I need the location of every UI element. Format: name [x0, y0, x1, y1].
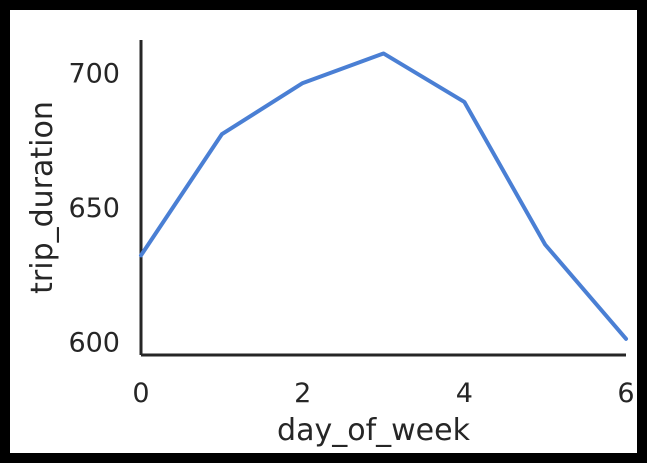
x-tick-labels: 0 2 4 6: [132, 378, 634, 409]
y-tick-label: 600: [68, 328, 120, 359]
x-tick-label: 6: [617, 378, 634, 409]
series-line: [139, 51, 628, 341]
series-group: [139, 51, 628, 341]
x-tick-label: 4: [456, 378, 473, 409]
y-tick-label: 650: [68, 193, 120, 224]
y-axis-label: trip_duration: [25, 101, 60, 294]
x-tick-label: 2: [294, 378, 311, 409]
x-tick-label: 0: [132, 378, 149, 409]
chart-frame: 0 2 4 6 600 650 700 day_of_week trip_duration: [10, 10, 637, 453]
line-chart: 0 2 4 6 600 650 700 day_of_week trip_duration: [25, 40, 635, 448]
x-axis-label: day_of_week: [277, 413, 471, 448]
y-tick-label: 700: [68, 58, 120, 89]
y-tick-labels: 600 650 700: [68, 58, 120, 358]
